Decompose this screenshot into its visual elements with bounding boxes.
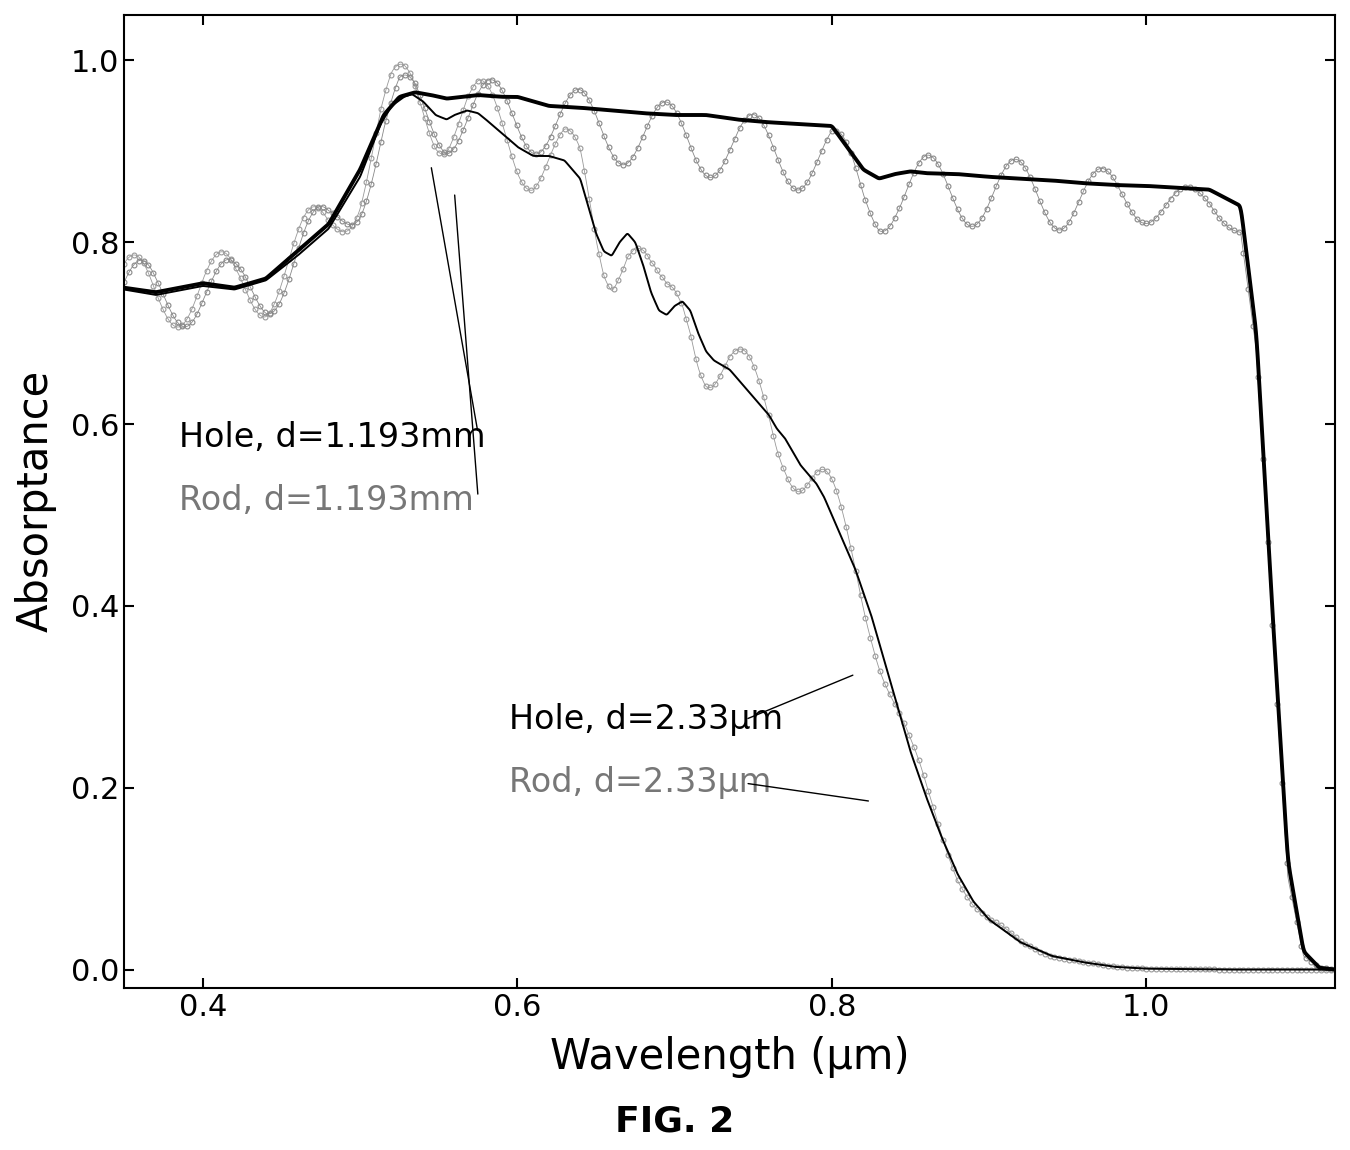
X-axis label: Wavelength (μm): Wavelength (μm): [549, 1035, 910, 1078]
Text: Hole, d=2.33μm: Hole, d=2.33μm: [509, 703, 783, 736]
Text: Rod, d=1.193mm: Rod, d=1.193mm: [180, 484, 474, 518]
Text: FIG. 2: FIG. 2: [616, 1104, 734, 1138]
Y-axis label: Absorptance: Absorptance: [15, 370, 57, 632]
Text: Rod, d=2.33μm: Rod, d=2.33μm: [509, 766, 772, 799]
Text: Hole, d=1.193mm: Hole, d=1.193mm: [180, 421, 486, 454]
